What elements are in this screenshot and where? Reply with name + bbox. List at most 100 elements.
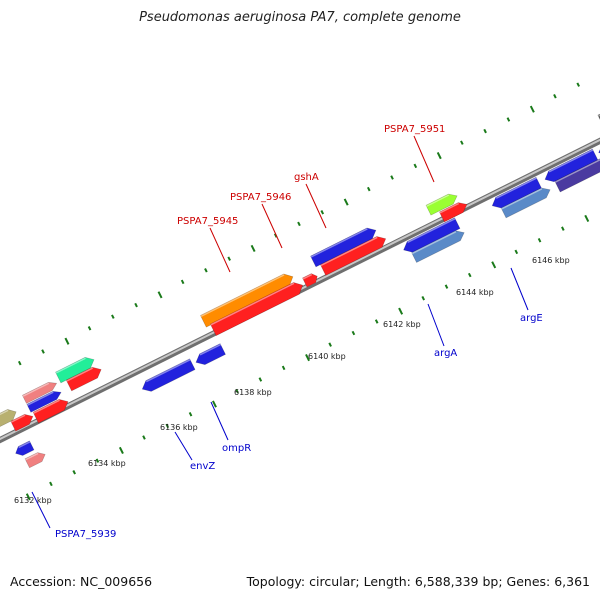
tick-mark <box>343 198 349 206</box>
gene-feature <box>597 113 600 121</box>
gene-highlight <box>25 452 39 461</box>
backbone-group <box>0 137 600 444</box>
gene-feature <box>491 176 542 209</box>
gene-highlight <box>10 414 26 423</box>
gene-label: PSPA7_5951 <box>384 124 445 135</box>
gene-feature <box>10 414 34 432</box>
tick-mark <box>444 284 449 289</box>
tick-mark <box>553 94 557 99</box>
gene-feature <box>32 399 69 424</box>
tick-mark <box>142 435 146 440</box>
gene-highlight <box>145 359 191 383</box>
tick-mark <box>157 291 163 299</box>
gene-highlight <box>199 343 221 356</box>
tick-mark <box>204 268 208 273</box>
tick-mark <box>328 342 332 347</box>
tick-label: 6140 kbp <box>308 352 346 361</box>
tick-mark <box>529 105 535 113</box>
tick-mark <box>483 128 487 134</box>
gene-highlight <box>33 399 60 414</box>
accession-text: Accession: NC_009656 <box>10 574 153 589</box>
tick-mark <box>64 337 70 345</box>
backbone-line <box>0 137 600 444</box>
tick-mark <box>561 226 565 231</box>
gene-feature <box>22 382 58 404</box>
gene-feature <box>24 452 46 469</box>
gene-feature <box>65 366 102 392</box>
gene-feature <box>195 343 226 365</box>
gene-feature <box>209 282 304 336</box>
tick-label: 6138 kbp <box>234 388 272 397</box>
tick-mark <box>227 256 231 261</box>
tick-mark <box>281 365 286 371</box>
gene-highlight <box>495 177 537 199</box>
label-leader-line <box>209 227 231 273</box>
gene-feature <box>500 187 551 219</box>
tick-mark <box>436 152 442 160</box>
gene-highlight <box>407 218 456 244</box>
tick-mark <box>491 261 497 269</box>
tick-mark <box>467 272 472 278</box>
gene-label: gshA <box>294 172 319 183</box>
gene-highlight <box>55 357 86 374</box>
tick-mark <box>25 493 31 501</box>
tick-mark <box>351 330 356 336</box>
tick-mark <box>421 296 426 301</box>
gene-highlight <box>66 367 93 382</box>
gene-highlight <box>0 409 9 416</box>
tick-mark <box>460 140 464 145</box>
tick-mark <box>72 470 76 475</box>
gene-highlight <box>554 159 600 183</box>
tick-mark <box>49 481 53 487</box>
gene-highlight <box>22 382 50 397</box>
label-leader-line <box>174 431 193 461</box>
tick-mark <box>250 244 256 253</box>
gene-label: PSPA7_5946 <box>230 192 291 203</box>
gene-label: argE <box>520 313 543 324</box>
gene-highlight <box>320 236 378 267</box>
feature-group <box>0 113 600 469</box>
tick-mark <box>95 458 100 463</box>
tick-mark <box>390 175 394 180</box>
label-leader-line <box>210 401 229 441</box>
tick-mark <box>305 354 311 362</box>
tick-mark <box>374 319 379 324</box>
gene-label: PSPA7_5939 <box>55 529 116 540</box>
gene-feature <box>403 217 461 253</box>
label-leader-line <box>305 183 327 229</box>
tick-mark <box>41 349 45 354</box>
tick-mark <box>258 377 263 382</box>
gene-highlight <box>501 188 543 210</box>
tick-mark <box>165 423 170 429</box>
tick-mark <box>413 163 418 169</box>
genome-summary-text: Topology: circular; Length: 6,588,339 bp… <box>246 574 590 589</box>
label-leader-line <box>427 303 445 347</box>
label-leader-line <box>413 135 435 183</box>
gene-highlight <box>18 441 31 449</box>
gene-feature <box>0 409 17 427</box>
gene-highlight <box>310 228 368 258</box>
tick-mark <box>188 412 193 417</box>
gene-label: argA <box>434 348 457 359</box>
gene-feature <box>320 236 387 276</box>
tick-label: 6132 kbp <box>14 496 52 505</box>
gene-feature <box>310 227 377 268</box>
tick-mark <box>180 279 185 285</box>
gene-feature <box>554 158 600 193</box>
tick-mark <box>320 210 325 215</box>
tick-label: 6146 kbp <box>532 256 570 265</box>
tick-mark <box>235 388 239 394</box>
tick-mark <box>118 446 124 455</box>
gene-label: PSPA7_5945 <box>177 216 238 227</box>
gene-feature <box>302 273 318 288</box>
tick-mark <box>576 82 580 87</box>
gene-feature <box>411 230 465 263</box>
tick-mark <box>17 360 22 366</box>
gene-highlight <box>200 274 285 318</box>
label-leader-line <box>31 491 51 529</box>
gene-label: ompR <box>222 443 251 454</box>
gene-feature <box>15 440 35 456</box>
gene-feature <box>425 193 458 216</box>
